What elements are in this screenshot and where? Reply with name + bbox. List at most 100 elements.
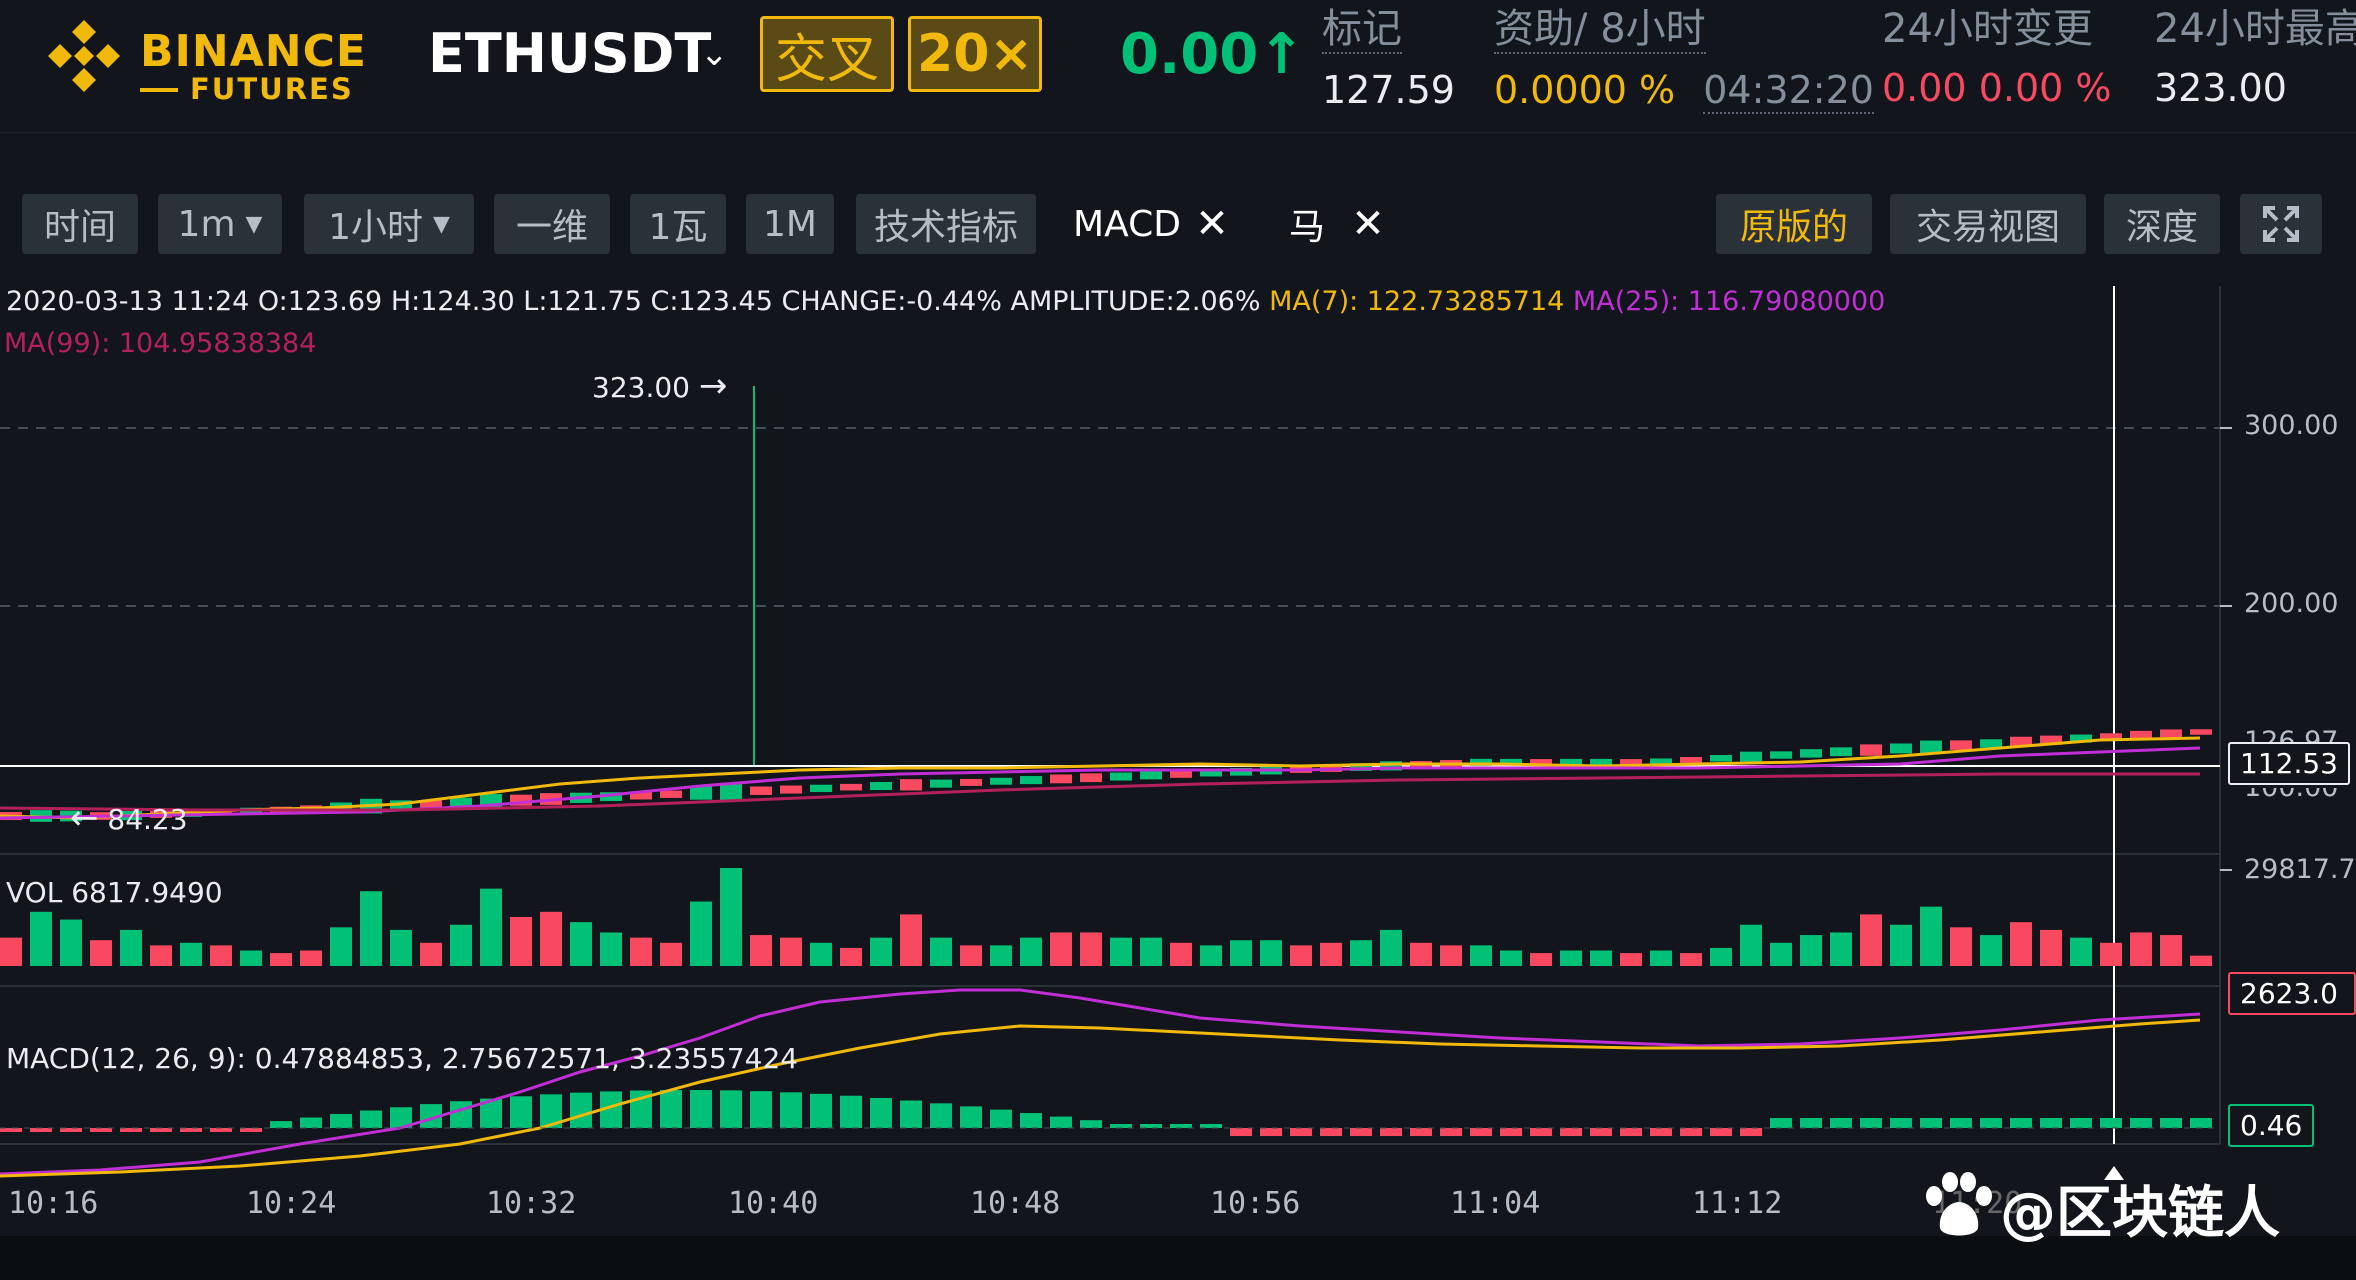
candle: [1200, 769, 1222, 777]
interval-1M-button[interactable]: 1M: [746, 194, 834, 254]
volume-bar: [1440, 945, 1462, 966]
interval-1m-label: 1m: [177, 203, 236, 245]
interval-1m-dropdown[interactable]: 1m ▼: [158, 194, 282, 254]
candle: [1500, 758, 1522, 766]
margin-mode-button[interactable]: 交叉: [760, 16, 894, 92]
volume-bar: [1560, 950, 1582, 966]
macd-bar: [150, 1128, 172, 1132]
macd-bar: [870, 1097, 892, 1128]
candle: [2190, 729, 2212, 735]
funding-rate: 0.0000 %: [1494, 68, 1676, 112]
ma7-legend: MA(7): 122.73285714: [1269, 286, 1565, 317]
volume-bar: [150, 945, 172, 966]
brand-sub-text: FUTURES: [190, 72, 354, 106]
tradingview-tab[interactable]: 交易视图: [1890, 194, 2086, 254]
macd-bar: [1650, 1128, 1672, 1136]
volume-bar: [990, 945, 1012, 966]
depth-tab[interactable]: 深度: [2104, 194, 2220, 254]
volume-axis-top: 29817.78: [2244, 854, 2354, 885]
macd-bar: [1710, 1128, 1732, 1136]
macd-bar: [570, 1092, 592, 1128]
expand-icon: [2263, 206, 2299, 242]
remove-macd-close-icon[interactable]: ✕: [1195, 201, 1229, 247]
candle: [1650, 758, 1672, 765]
candle: [2100, 733, 2122, 741]
volume-bar: [1650, 950, 1672, 966]
volume-bar: [2100, 942, 2122, 966]
original-view-tab[interactable]: 原版的: [1716, 194, 1872, 254]
macd-bar: [360, 1110, 382, 1128]
macd-bar: [1410, 1128, 1432, 1136]
binance-futures-logo[interactable]: BINANCE FUTURES: [44, 16, 366, 116]
volume-bar: [690, 901, 712, 966]
volume-bar: [720, 868, 742, 966]
macd-bar: [1920, 1118, 1942, 1128]
ohlc-legend: 2020-03-13 11:24 O:123.69 H:124.30 L:121…: [6, 286, 1885, 317]
volume-bar: [900, 914, 922, 966]
volume-bar: [1500, 950, 1522, 966]
macd-bar: [1590, 1128, 1612, 1136]
volume-bar: [840, 947, 862, 966]
macd-bar: [840, 1095, 862, 1128]
candle: [1800, 749, 1822, 758]
macd-bar: [390, 1107, 412, 1128]
macd-bar: [1770, 1118, 1792, 1128]
mark-price-label: 标记: [1322, 6, 1402, 54]
volume-bar: [510, 917, 532, 966]
chevron-down-icon[interactable]: ⌄: [700, 34, 729, 74]
volume-bar: [450, 924, 472, 966]
ma99-legend: MA(99): 104.95838384: [4, 328, 317, 359]
macd-bar: [2130, 1118, 2152, 1128]
macd-bar: [2010, 1118, 2032, 1128]
interval-1w-button[interactable]: 1瓦: [630, 194, 726, 254]
current-price-box: 112.53: [2228, 742, 2350, 785]
candle: [750, 786, 772, 795]
candle: [1770, 751, 1792, 759]
arrow-left-icon: ←: [70, 798, 99, 838]
time-button[interactable]: 时间: [22, 194, 138, 254]
volume-bar: [1770, 942, 1792, 966]
kline-chart[interactable]: 2020-03-13 11:24 O:123.69 H:124.30 L:121…: [0, 286, 2356, 1236]
volume-bars-layer: [0, 868, 2212, 966]
volume-bar: [1860, 914, 1882, 966]
macd-bar: [1500, 1128, 1522, 1136]
macd-bar: [480, 1098, 502, 1128]
candle: [960, 778, 982, 786]
caret-down-icon: ▼: [245, 211, 263, 237]
candle: [660, 790, 682, 798]
ma-indicator-tag: 马: [1288, 207, 1325, 248]
candle: [2010, 736, 2032, 747]
funding-label: 资助/ 8小时: [1494, 6, 1706, 54]
macd-histogram-layer: [0, 1090, 2212, 1136]
indicators-button[interactable]: 技术指标: [856, 194, 1036, 254]
macd-bar: [510, 1096, 532, 1128]
crosshair-caret-icon: [2104, 1166, 2124, 1180]
volume-bar: [1320, 942, 1342, 966]
macd-bar: [120, 1128, 142, 1132]
macd-bar: [1110, 1124, 1132, 1128]
macd-bar: [960, 1106, 982, 1128]
remove-ma-close-icon[interactable]: ✕: [1351, 201, 1385, 247]
time-tick: 11:04: [1450, 1186, 1541, 1221]
volume-bar: [1890, 924, 1912, 966]
candle: [810, 784, 832, 793]
interval-1d-button[interactable]: 一维: [494, 194, 610, 254]
time-tick: 10:56: [1210, 1186, 1301, 1221]
candle: [630, 791, 652, 800]
volume-bar: [390, 929, 412, 966]
volume-bar: [570, 922, 592, 966]
candle: [2040, 735, 2062, 745]
chart-canvas[interactable]: [0, 286, 2356, 1236]
fullscreen-icon[interactable]: [2240, 194, 2322, 254]
volume-bar: [1140, 937, 1162, 966]
leverage-button[interactable]: 20×: [908, 16, 1042, 92]
interval-1h-dropdown[interactable]: 1小时 ▼: [304, 194, 474, 254]
volume-bar: [750, 935, 772, 966]
arrow-right-icon: →: [698, 366, 728, 406]
candle: [900, 779, 922, 791]
symbol-selector[interactable]: ETHUSDT: [428, 22, 712, 85]
volume-bar: [1200, 945, 1222, 966]
candle: [1050, 774, 1072, 784]
ma-lines-layer: [0, 736, 2201, 820]
macd-bar: [300, 1117, 322, 1128]
